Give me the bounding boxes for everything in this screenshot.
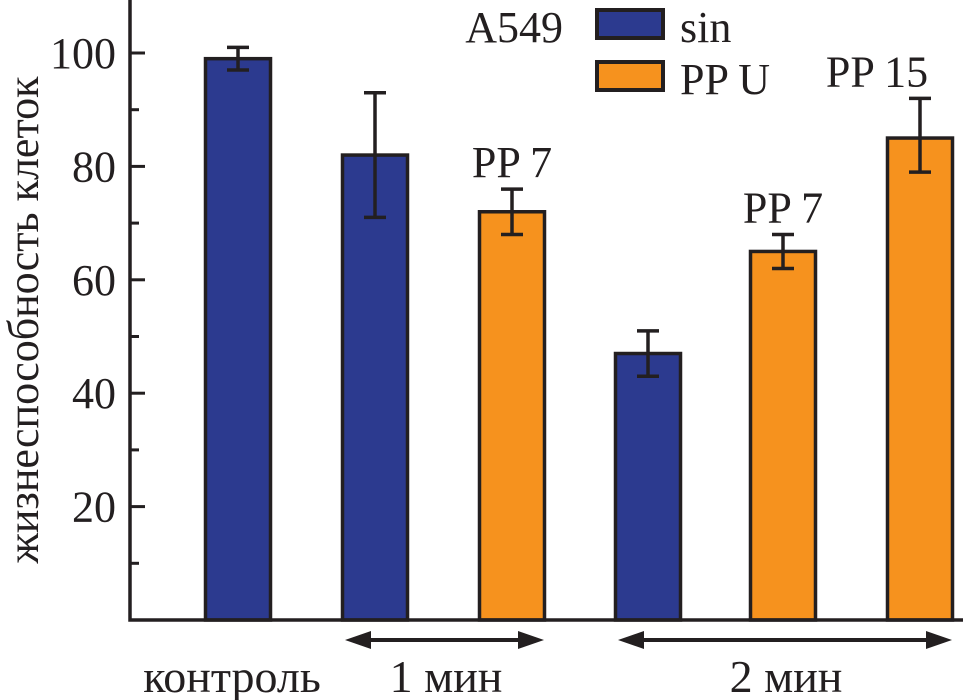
- bar-ppu: [477, 210, 547, 622]
- bar-sin: [203, 56, 273, 622]
- y-tick-label: 60: [72, 256, 116, 305]
- legend-swatch-sin: [595, 8, 665, 40]
- arrowhead-left-icon: [618, 631, 644, 649]
- arrowhead-right-icon: [518, 631, 544, 649]
- x-group-label: 1 мин: [390, 651, 503, 700]
- legend-swatch-ppu: [595, 60, 665, 92]
- bars-layer: [203, 56, 955, 622]
- group-labels-layer: контроль 1 мин 2 мин: [143, 651, 842, 700]
- error-bars-layer: [227, 45, 931, 378]
- y-tick-label: 20: [72, 483, 116, 532]
- arrowhead-left-icon: [345, 631, 371, 649]
- bar-annotation-label: PP 15: [826, 47, 928, 96]
- bar-ppu: [748, 249, 818, 622]
- group-arrows-layer: [345, 631, 952, 649]
- x-group-label: контроль: [143, 651, 321, 700]
- legend-label-ppu: PP U: [680, 55, 770, 104]
- y-tick-label: 80: [72, 142, 116, 191]
- legend: A549 sin PP U: [465, 3, 770, 104]
- bar-labels-layer: PP 7 PP 7 PP 15: [472, 47, 928, 232]
- bar-annotation-label: PP 7: [472, 138, 552, 187]
- axis-ticks-layer: [130, 51, 145, 565]
- x-group-label: 2 мин: [730, 651, 843, 700]
- legend-label-sin: sin: [680, 3, 731, 52]
- bar-annotation-label: PP 7: [743, 183, 823, 232]
- bar-sin: [613, 351, 683, 622]
- y-tick-label: 100: [50, 29, 116, 78]
- axes-lines: [128, 0, 963, 622]
- legend-cell-line-label: A549: [465, 3, 563, 52]
- y-axis-title: жизнеспособность клеток: [0, 76, 48, 565]
- bar-sin: [340, 153, 410, 622]
- y-tick-label: 40: [72, 369, 116, 418]
- arrowhead-right-icon: [926, 631, 952, 649]
- bar-ppu: [885, 136, 955, 622]
- axis-tick-labels-layer: 20 40 60 80 100: [50, 29, 116, 532]
